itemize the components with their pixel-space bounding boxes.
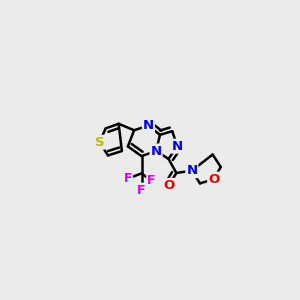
- Text: N: N: [143, 119, 154, 132]
- Text: N: N: [151, 145, 162, 158]
- Text: F: F: [137, 184, 146, 196]
- Text: O: O: [208, 173, 219, 186]
- Text: N: N: [172, 140, 183, 153]
- Text: F: F: [124, 172, 132, 185]
- Text: S: S: [95, 136, 104, 149]
- Text: F: F: [147, 174, 156, 187]
- Text: O: O: [163, 179, 174, 192]
- Text: N: N: [186, 164, 197, 177]
